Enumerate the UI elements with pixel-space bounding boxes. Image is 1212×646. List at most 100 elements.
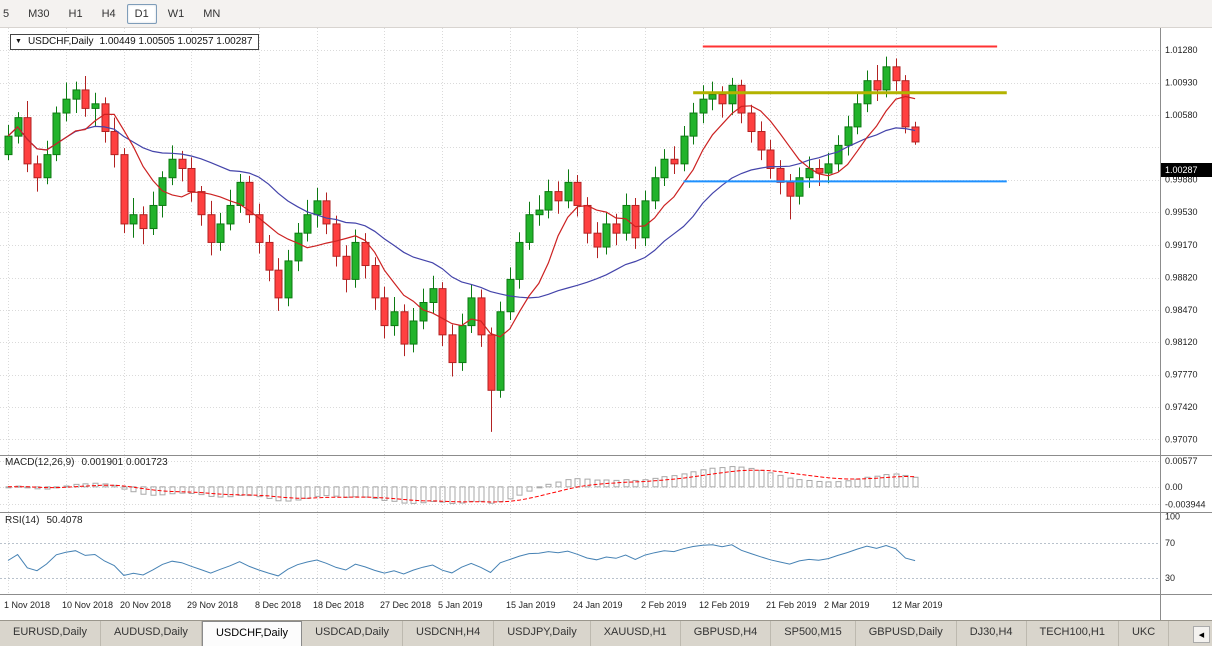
candle	[892, 66, 901, 82]
timeframe-button-w1[interactable]: W1	[167, 7, 185, 20]
candle	[380, 297, 389, 327]
timeframe-button-h4[interactable]: H4	[101, 7, 116, 20]
chart-window: 1.01280 1.00930 1.00580 0.99880 0.99530 0.991…	[0, 28, 1212, 620]
candle	[265, 241, 274, 271]
macd-histogram-bar	[179, 486, 186, 494]
macd-histogram-bar	[874, 475, 881, 488]
date-axis-label: 15 Jan 2019	[506, 600, 556, 610]
macd-histogram-bar	[594, 479, 601, 488]
chart-tab-usdjpy-daily[interactable]: USDJPY,Daily	[494, 621, 591, 646]
macd-histogram-bar	[497, 486, 504, 503]
candle	[824, 163, 833, 174]
chart-tab-usdcnh-h4[interactable]: USDCNH,H4	[403, 621, 495, 646]
price-axis-label: 0.98820	[1165, 273, 1198, 283]
macd-histogram-bar	[420, 486, 427, 504]
macd-histogram-bar	[372, 486, 379, 499]
candle	[487, 334, 496, 391]
chart-tab-tech100-h1[interactable]: TECH100,H1	[1027, 621, 1119, 646]
macd-histogram-bar	[845, 480, 852, 488]
candle	[544, 191, 553, 211]
macd-axis-label: 0.00577	[1165, 456, 1198, 466]
macd-histogram-bar	[391, 486, 398, 502]
ma-fast-line[interactable]	[7, 95, 916, 338]
candle	[612, 223, 621, 234]
candle	[718, 94, 727, 105]
chart-tab-audusd-daily[interactable]: AUDUSD,Daily	[101, 621, 202, 646]
candle	[33, 163, 42, 179]
date-axis-label: 2 Feb 2019	[641, 600, 687, 610]
price-axis-label: 0.99530	[1165, 207, 1198, 217]
macd-histogram-bar	[314, 486, 321, 497]
macd-histogram-bar	[237, 486, 244, 496]
chart-tab-ukc[interactable]: UKC	[1119, 621, 1170, 646]
macd-histogram-bar	[352, 486, 359, 498]
rsi-panel	[0, 543, 1160, 579]
timeframe-button-m30[interactable]: M30	[28, 7, 50, 20]
tab-scroll-left-button[interactable]: ◀	[1193, 626, 1210, 643]
chart-tab-eurusd-daily[interactable]: EURUSD,Daily	[0, 621, 101, 646]
macd-histogram-bar	[565, 479, 572, 488]
macd-histogram-bar	[690, 471, 697, 488]
price-axis-label: 1.00930	[1165, 78, 1198, 88]
macd-histogram-bar	[459, 486, 466, 504]
candle	[216, 223, 225, 243]
candle	[43, 154, 52, 179]
chart-tab-usdcad-daily[interactable]: USDCAD,Daily	[302, 621, 404, 646]
chart-canvas[interactable]: 1.01280 1.00930 1.00580 0.99880 0.99530 0.991…	[0, 28, 1212, 620]
chart-tab-dj30-h4[interactable]: DJ30,H4	[957, 621, 1027, 646]
price-axis-label: 0.97070	[1165, 434, 1198, 444]
candle	[467, 297, 476, 327]
chart-tab-gbpusd-h4[interactable]: GBPUSD,H4	[681, 621, 772, 646]
date-axis-label: 20 Nov 2018	[120, 600, 171, 610]
candle	[207, 214, 216, 243]
macd-histogram-bar	[150, 486, 157, 496]
macd-histogram-bar	[468, 486, 475, 502]
candle	[834, 144, 843, 165]
macd-histogram-bar	[709, 467, 716, 488]
timeframe-button-mn[interactable]: MN	[203, 7, 221, 20]
candle	[255, 214, 264, 243]
candle	[795, 177, 804, 197]
candle	[515, 241, 524, 280]
macd-histogram-bar	[256, 486, 263, 498]
macd-histogram-bar	[652, 477, 659, 488]
candle	[390, 311, 399, 327]
chart-tab-gbpusd-daily[interactable]: GBPUSD,Daily	[856, 621, 957, 646]
candle	[757, 131, 766, 151]
rsi-line	[7, 544, 916, 577]
macd-histogram-bar	[295, 486, 302, 501]
ma-slow-line[interactable]	[7, 125, 916, 299]
chart-tab-sp500-m15[interactable]: SP500,M15	[771, 621, 856, 646]
candle	[844, 126, 853, 146]
candle	[14, 117, 23, 137]
chart-tab-usdchf-daily[interactable]: USDCHF,Daily	[201, 621, 303, 646]
candle	[4, 135, 13, 156]
macd-histogram-bar	[671, 475, 678, 488]
candle	[158, 177, 167, 206]
candle	[245, 181, 254, 216]
candle	[168, 158, 177, 179]
timeframe-button-5[interactable]: 5	[3, 7, 10, 20]
candle	[747, 112, 756, 133]
candle	[564, 181, 573, 202]
candle	[419, 302, 428, 322]
moving-averages	[7, 95, 916, 338]
date-axis-label: 12 Mar 2019	[892, 600, 943, 610]
candle	[815, 167, 824, 174]
rsi-axis-label: 30	[1165, 573, 1175, 583]
candle	[101, 103, 110, 133]
macd-histogram-bar	[381, 486, 388, 501]
timeframe-button-d1[interactable]: D1	[126, 3, 157, 24]
timeframe-button-h1[interactable]: H1	[68, 7, 83, 20]
macd-axis-label: 0.00	[1165, 482, 1183, 492]
macd-histogram-bar	[208, 486, 215, 497]
rsi-axis-label: 100	[1165, 511, 1180, 521]
candle	[496, 311, 505, 391]
macd-histogram-bar	[796, 479, 803, 488]
candle	[911, 126, 920, 143]
macd-histogram-bar	[82, 483, 89, 488]
price-axis: 1.01280 1.00930 1.00580 0.99880 0.99530 0.991…	[1165, 45, 1206, 583]
candle	[641, 200, 650, 239]
candle	[786, 181, 795, 197]
chart-tab-xauusd-h1[interactable]: XAUUSD,H1	[591, 621, 681, 646]
